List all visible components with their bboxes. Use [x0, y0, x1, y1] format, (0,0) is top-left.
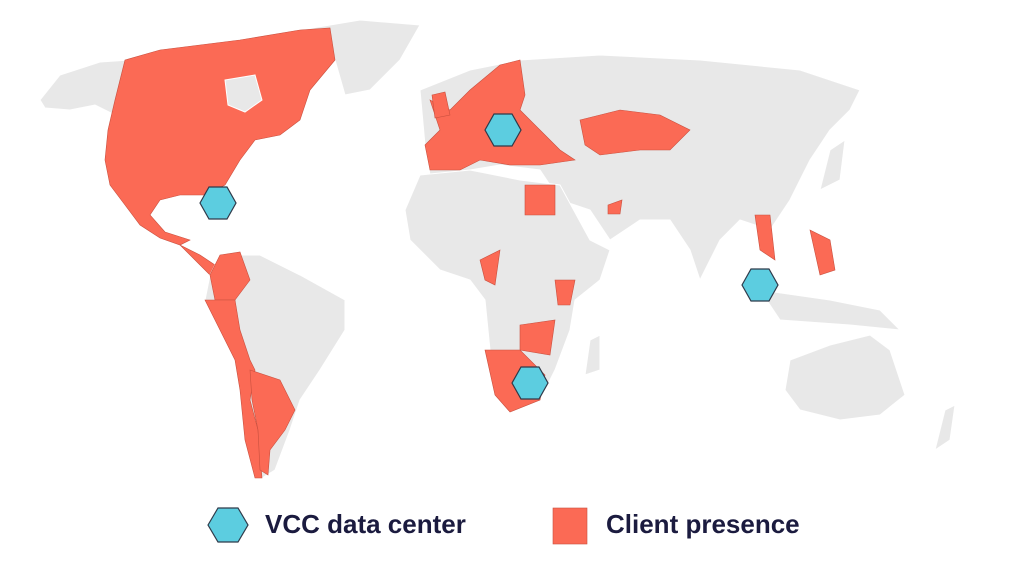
legend-label: VCC data center — [265, 509, 466, 539]
data-center-marker — [511, 366, 549, 400]
uk — [431, 91, 451, 119]
legend-square — [552, 507, 588, 545]
new-zealand — [934, 404, 956, 452]
hudson-bay — [224, 74, 263, 113]
philippines — [809, 229, 836, 276]
eurasia — [419, 54, 861, 282]
indonesia — [758, 289, 902, 331]
australia — [784, 334, 906, 421]
map — [39, 19, 956, 479]
vietnam — [754, 214, 776, 261]
cameroon — [479, 249, 501, 286]
legend-hexagon — [207, 507, 249, 543]
japan — [819, 138, 846, 191]
north-america — [104, 27, 336, 246]
argentina — [249, 369, 296, 476]
kazakhstan — [579, 109, 691, 156]
data-center-marker — [199, 186, 237, 220]
legend-label: Client presence — [606, 509, 800, 539]
legend: VCC data center Client presence — [207, 507, 800, 545]
zambia — [519, 319, 556, 356]
madagascar — [584, 334, 601, 376]
kenya — [554, 279, 576, 306]
data-center-marker — [484, 113, 522, 147]
data-center-marker — [741, 268, 779, 302]
uae — [607, 199, 623, 215]
egypt — [524, 184, 556, 216]
